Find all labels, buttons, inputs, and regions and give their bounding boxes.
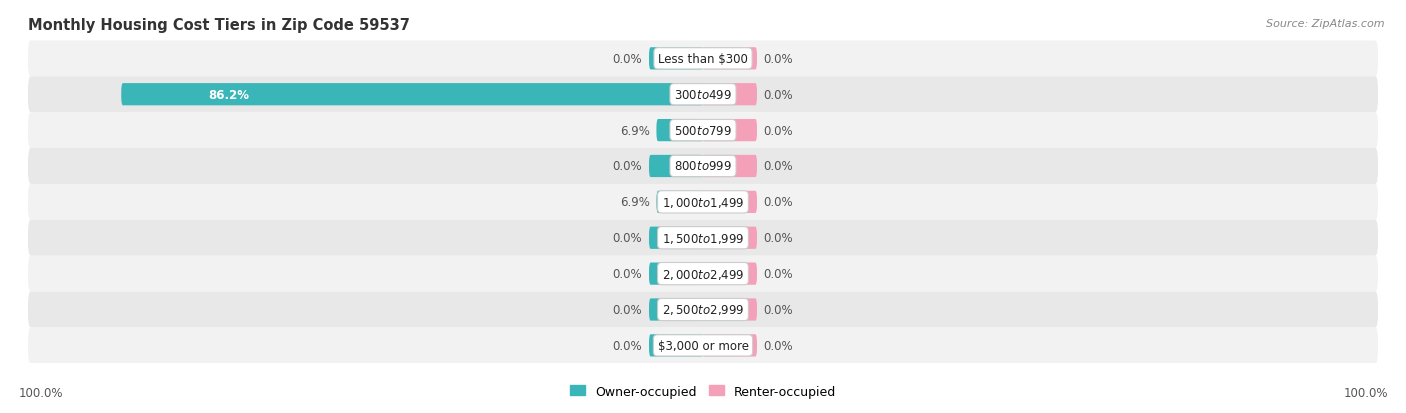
Text: 0.0%: 0.0% — [763, 339, 793, 352]
Text: 6.9%: 6.9% — [620, 196, 650, 209]
FancyBboxPatch shape — [703, 191, 756, 214]
Text: $2,500 to $2,999: $2,500 to $2,999 — [662, 303, 744, 317]
Text: 0.0%: 0.0% — [613, 160, 643, 173]
Text: $2,000 to $2,499: $2,000 to $2,499 — [662, 267, 744, 281]
FancyBboxPatch shape — [703, 263, 756, 285]
Text: 0.0%: 0.0% — [763, 160, 793, 173]
FancyBboxPatch shape — [650, 299, 703, 321]
FancyBboxPatch shape — [28, 185, 1378, 220]
FancyBboxPatch shape — [28, 41, 1378, 77]
Text: 0.0%: 0.0% — [763, 53, 793, 66]
Text: 100.0%: 100.0% — [1343, 386, 1388, 399]
FancyBboxPatch shape — [703, 84, 756, 106]
Text: $800 to $999: $800 to $999 — [673, 160, 733, 173]
Text: 86.2%: 86.2% — [208, 88, 249, 102]
FancyBboxPatch shape — [703, 227, 756, 249]
Text: 0.0%: 0.0% — [763, 232, 793, 244]
Text: $500 to $799: $500 to $799 — [673, 124, 733, 137]
Text: 0.0%: 0.0% — [763, 124, 793, 137]
FancyBboxPatch shape — [703, 155, 756, 178]
FancyBboxPatch shape — [28, 256, 1378, 292]
FancyBboxPatch shape — [650, 48, 703, 70]
FancyBboxPatch shape — [28, 328, 1378, 363]
Text: $1,500 to $1,999: $1,500 to $1,999 — [662, 231, 744, 245]
Text: Monthly Housing Cost Tiers in Zip Code 59537: Monthly Housing Cost Tiers in Zip Code 5… — [28, 18, 411, 33]
Legend: Owner-occupied, Renter-occupied: Owner-occupied, Renter-occupied — [565, 380, 841, 403]
FancyBboxPatch shape — [657, 191, 703, 214]
FancyBboxPatch shape — [703, 335, 756, 357]
Text: $300 to $499: $300 to $499 — [673, 88, 733, 102]
Text: 0.0%: 0.0% — [763, 88, 793, 102]
FancyBboxPatch shape — [703, 299, 756, 321]
Text: 0.0%: 0.0% — [613, 232, 643, 244]
FancyBboxPatch shape — [28, 292, 1378, 328]
Text: Source: ZipAtlas.com: Source: ZipAtlas.com — [1267, 19, 1385, 28]
FancyBboxPatch shape — [650, 155, 703, 178]
FancyBboxPatch shape — [650, 263, 703, 285]
Text: 0.0%: 0.0% — [613, 339, 643, 352]
FancyBboxPatch shape — [121, 84, 703, 106]
Text: $3,000 or more: $3,000 or more — [658, 339, 748, 352]
FancyBboxPatch shape — [650, 227, 703, 249]
Text: 0.0%: 0.0% — [613, 268, 643, 280]
Text: 100.0%: 100.0% — [18, 386, 63, 399]
FancyBboxPatch shape — [650, 335, 703, 357]
Text: 0.0%: 0.0% — [763, 268, 793, 280]
FancyBboxPatch shape — [28, 149, 1378, 185]
Text: 6.9%: 6.9% — [620, 124, 650, 137]
Text: 0.0%: 0.0% — [613, 53, 643, 66]
FancyBboxPatch shape — [28, 113, 1378, 149]
FancyBboxPatch shape — [28, 77, 1378, 113]
FancyBboxPatch shape — [703, 48, 756, 70]
Text: Less than $300: Less than $300 — [658, 53, 748, 66]
FancyBboxPatch shape — [703, 120, 756, 142]
Text: $1,000 to $1,499: $1,000 to $1,499 — [662, 195, 744, 209]
FancyBboxPatch shape — [28, 220, 1378, 256]
Text: 0.0%: 0.0% — [763, 303, 793, 316]
Text: 0.0%: 0.0% — [613, 303, 643, 316]
FancyBboxPatch shape — [657, 120, 703, 142]
Text: 0.0%: 0.0% — [763, 196, 793, 209]
